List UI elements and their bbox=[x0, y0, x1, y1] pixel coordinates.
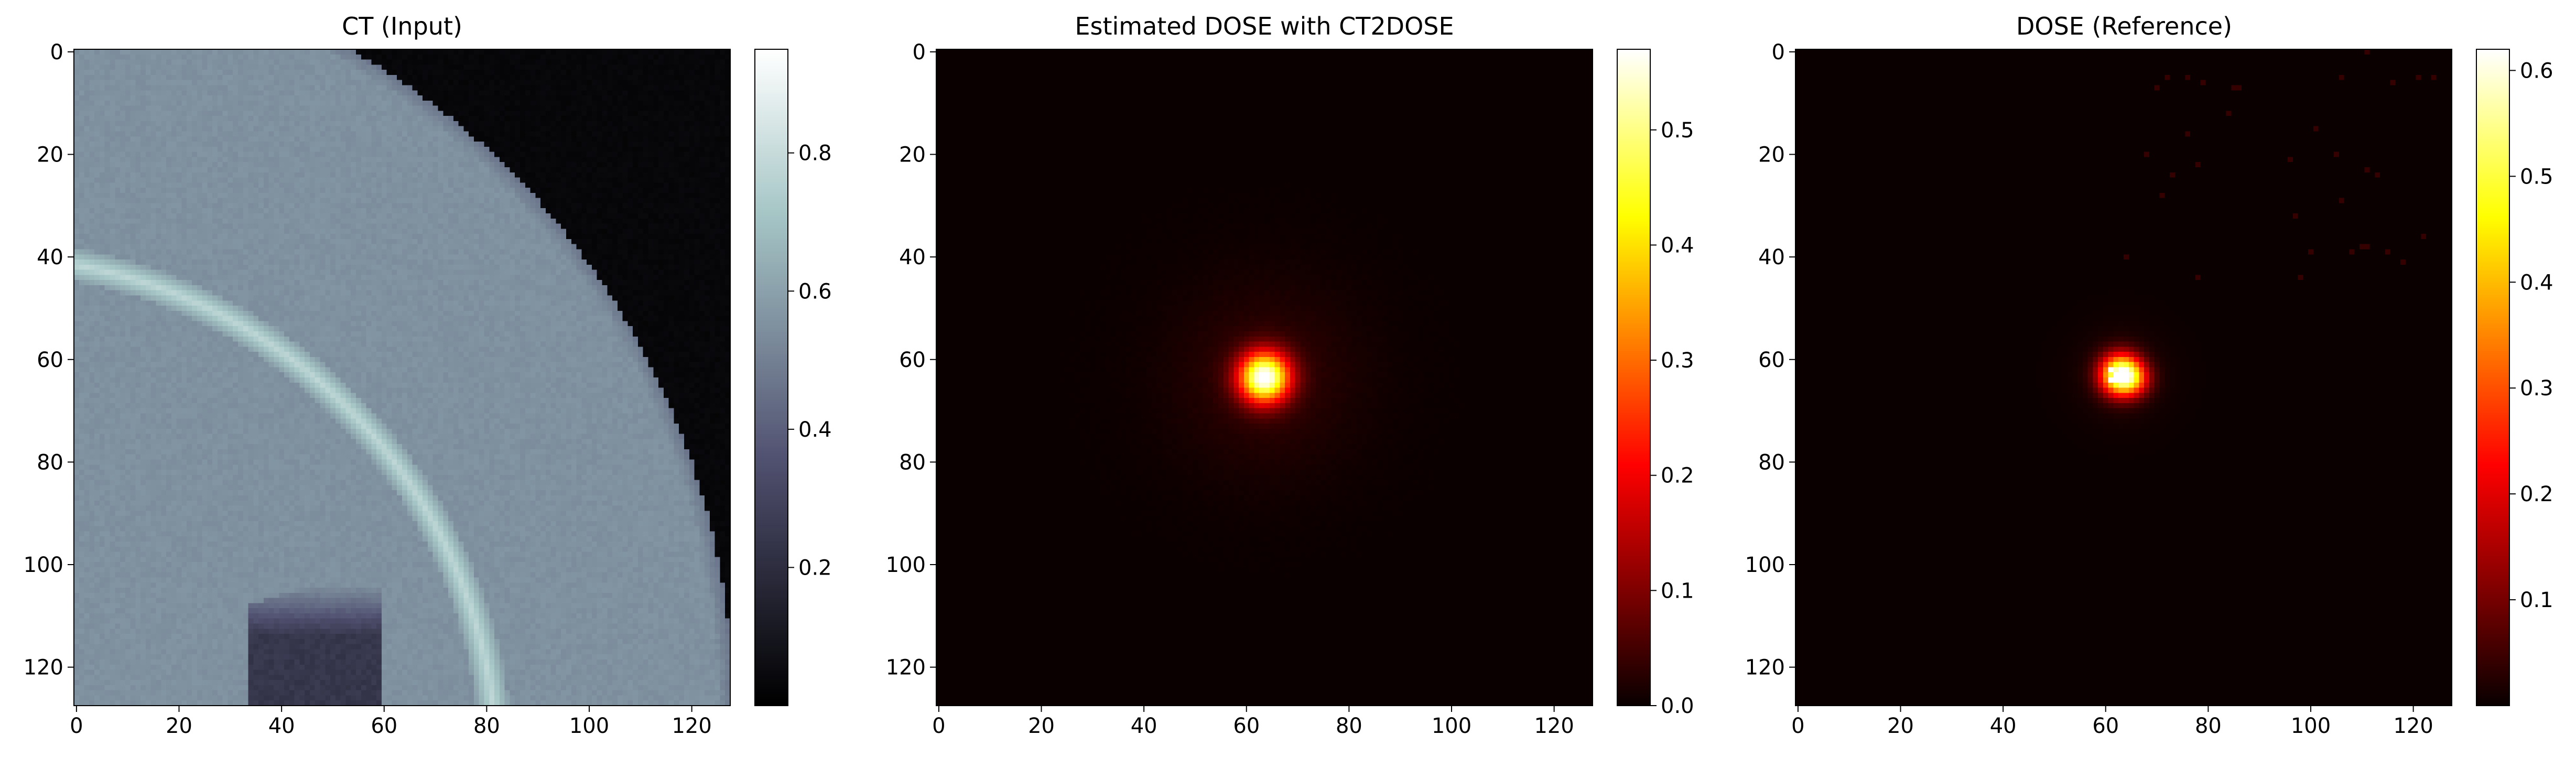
estimated-dose-y-tick-label: 60 bbox=[899, 348, 926, 372]
ct-input-y-tick-label: 80 bbox=[37, 450, 63, 474]
dose-reference-heatmap bbox=[1795, 49, 2452, 706]
dose-reference-colorbar-ticks: 0.1 0.2 0.3 0.4 0.5 0.6 bbox=[2509, 59, 2553, 612]
estimated-dose-heatmap bbox=[936, 49, 1593, 706]
estimated-dose-colorbar-ticks: 0.0 0.1 0.2 0.3 0.4 0.5 bbox=[1650, 118, 1694, 718]
dose-reference-y-tick-label: 0 bbox=[1772, 40, 1785, 64]
estimated-dose-colorbar-tick-label: 0.2 bbox=[1661, 464, 1694, 488]
estimated-dose-y-ticks: 0 20 40 60 80 100 120 bbox=[886, 40, 936, 680]
estimated-dose-colorbar-tick-label: 0.1 bbox=[1661, 579, 1694, 603]
estimated-dose-y-tick-label: 120 bbox=[886, 656, 926, 680]
dose-reference-colorbar-tick-label: 0.5 bbox=[2520, 165, 2553, 189]
ct-input-colorbar-tick-label: 0.4 bbox=[798, 418, 832, 442]
estimated-dose-x-tick-label: 0 bbox=[932, 714, 945, 738]
dose-reference-x-tick-label: 60 bbox=[2092, 714, 2119, 738]
estimated-dose-x-ticks: 0 20 40 60 80 100 120 bbox=[932, 706, 1574, 738]
dose-reference-y-ticks: 0 20 40 60 80 100 120 bbox=[1745, 40, 1795, 680]
estimated-dose-y-tick-label: 40 bbox=[899, 245, 926, 269]
dose-reference-colorbar-tick-label: 0.6 bbox=[2520, 59, 2553, 83]
ct-input-y-tick-label: 120 bbox=[24, 656, 63, 680]
panel-estimated-dose: Estimated DOSE with CT2DOSE 0 20 40 60 80 100… bbox=[886, 12, 1694, 738]
ct-input-y-tick-label: 100 bbox=[24, 553, 63, 577]
dose-reference-colorbar-tick-label: 0.3 bbox=[2520, 376, 2553, 401]
estimated-dose-y-tick-label: 0 bbox=[913, 40, 926, 64]
ct-input-y-tick-label: 40 bbox=[37, 245, 63, 269]
dose-reference-y-tick-label: 40 bbox=[1758, 245, 1785, 269]
ct-input-y-ticks: 0 20 40 60 80 100 120 bbox=[24, 40, 74, 680]
ct-input-y-tick-label: 0 bbox=[50, 40, 63, 64]
ct-input-colorbar-tick-label: 0.6 bbox=[798, 279, 832, 304]
dose-reference-y-tick-label: 80 bbox=[1758, 450, 1785, 474]
panel-dose-reference: DOSE (Reference) 0 20 40 60 80 100 120 0 20 40 60… bbox=[1745, 12, 2553, 738]
dose-reference-y-tick-label: 60 bbox=[1758, 348, 1785, 372]
dose-reference-title: DOSE (Reference) bbox=[2016, 12, 2232, 40]
estimated-dose-colorbar-tick-label: 0.5 bbox=[1661, 118, 1694, 143]
estimated-dose-axes-frame bbox=[936, 49, 1593, 706]
dose-reference-x-tick-label: 20 bbox=[1887, 714, 1914, 738]
estimated-dose-y-tick-label: 100 bbox=[886, 553, 926, 577]
ct-input-axes-frame bbox=[73, 49, 731, 706]
ct-input-x-tick-label: 20 bbox=[166, 714, 192, 738]
ct-input-colorbar-tick-label: 0.8 bbox=[798, 142, 832, 166]
ct-input-colorbar-ticks: 0.2 0.4 0.6 0.8 bbox=[788, 142, 832, 580]
panel-ct-input: CT (Input) 0 20 40 60 80 100 120 0 20 40 60 80 100 1… bbox=[24, 12, 832, 738]
dose-reference-y-tick-label: 120 bbox=[1745, 656, 1785, 680]
dose-reference-x-tick-label: 40 bbox=[1990, 714, 2017, 738]
estimated-dose-y-tick-label: 20 bbox=[899, 143, 926, 167]
dose-reference-axes-frame bbox=[1795, 49, 2452, 706]
estimated-dose-x-tick-label: 100 bbox=[1432, 714, 1471, 738]
dose-reference-x-tick-label: 120 bbox=[2393, 714, 2433, 738]
estimated-dose-colorbar-tick-label: 0.0 bbox=[1661, 694, 1694, 718]
estimated-dose-x-tick-label: 120 bbox=[1534, 714, 1574, 738]
ct-input-y-tick-label: 60 bbox=[37, 348, 63, 372]
estimated-dose-colorbar-frame bbox=[1617, 49, 1651, 706]
estimated-dose-colorbar bbox=[1617, 49, 1650, 706]
estimated-dose-title: Estimated DOSE with CT2DOSE bbox=[1075, 12, 1454, 40]
dose-reference-x-ticks: 0 20 40 60 80 100 120 bbox=[1791, 706, 2433, 738]
ct-input-colorbar-frame bbox=[754, 49, 788, 706]
dose-reference-colorbar-frame bbox=[2476, 49, 2510, 706]
ct-input-x-tick-label: 40 bbox=[268, 714, 295, 738]
ct-input-y-tick-label: 20 bbox=[37, 143, 63, 167]
dose-reference-colorbar bbox=[2476, 49, 2509, 706]
estimated-dose-x-tick-label: 40 bbox=[1131, 714, 1157, 738]
dose-reference-x-tick-label: 0 bbox=[1791, 714, 1804, 738]
dose-reference-colorbar-tick-label: 0.4 bbox=[2520, 271, 2553, 295]
estimated-dose-y-tick-label: 80 bbox=[899, 450, 926, 474]
dose-reference-y-tick-label: 100 bbox=[1745, 553, 1785, 577]
ct-input-x-tick-label: 0 bbox=[70, 714, 83, 738]
estimated-dose-colorbar-tick-label: 0.3 bbox=[1661, 349, 1694, 373]
ct-input-colorbar-tick-label: 0.2 bbox=[798, 556, 832, 580]
ct-input-x-tick-label: 80 bbox=[473, 714, 500, 738]
ct-input-colorbar bbox=[755, 49, 788, 706]
ct-input-x-ticks: 0 20 40 60 80 100 120 bbox=[70, 706, 712, 738]
estimated-dose-colorbar-tick-label: 0.4 bbox=[1661, 233, 1694, 257]
ct-input-x-tick-label: 60 bbox=[371, 714, 397, 738]
dose-reference-colorbar-tick-label: 0.1 bbox=[2520, 588, 2553, 612]
estimated-dose-x-tick-label: 20 bbox=[1028, 714, 1055, 738]
dose-reference-y-tick-label: 20 bbox=[1758, 143, 1785, 167]
estimated-dose-x-tick-label: 60 bbox=[1233, 714, 1260, 738]
ct-input-heatmap bbox=[74, 49, 730, 706]
dose-reference-x-tick-label: 80 bbox=[2195, 714, 2222, 738]
estimated-dose-x-tick-label: 80 bbox=[1336, 714, 1362, 738]
ct-input-x-tick-label: 100 bbox=[569, 714, 609, 738]
dose-reference-colorbar-tick-label: 0.2 bbox=[2520, 482, 2553, 506]
ct-input-x-tick-label: 120 bbox=[672, 714, 711, 738]
ct-input-title: CT (Input) bbox=[342, 12, 462, 40]
dose-reference-x-tick-label: 100 bbox=[2291, 714, 2331, 738]
